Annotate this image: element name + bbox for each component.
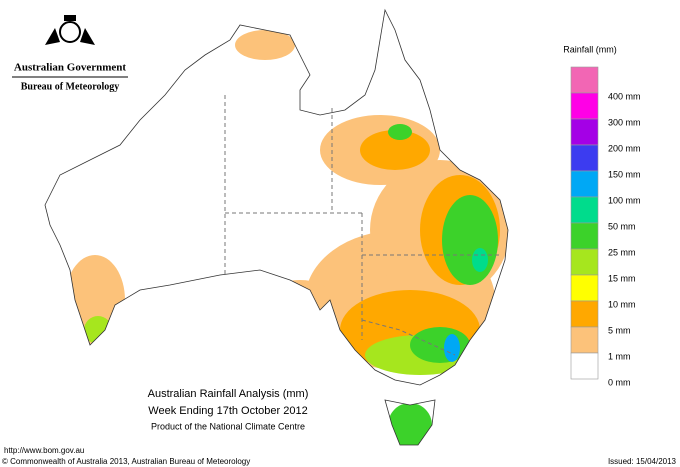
legend-swatch: [570, 170, 599, 198]
map-note: Product of the National Climate Centre: [151, 421, 305, 431]
legend-swatch: [570, 92, 599, 120]
legend-label: 100 mm: [608, 195, 641, 205]
legend-label: 15 mm: [608, 273, 636, 283]
rainfall-fill: [65, 30, 508, 445]
legend: 400 mm 300 mm 200 mm 150 mm 100 mm 50 mm 25 mm…: [570, 66, 641, 387]
legend-swatch: [570, 66, 599, 94]
footer-issued: Issued: 15/04/2013: [608, 457, 677, 466]
government-name: Australian Government: [14, 62, 126, 74]
legend-label: 0 mm: [608, 377, 631, 387]
map-subtitle: Week Ending 17th October 2012: [148, 405, 307, 417]
legend-swatch: [570, 274, 599, 302]
legend-title: Rainfall (mm): [563, 44, 617, 54]
map: [44, 9, 509, 446]
legend-label: 300 mm: [608, 117, 641, 127]
legend-label: 150 mm: [608, 169, 641, 179]
legend-label: 400 mm: [608, 91, 641, 101]
legend-swatch: [570, 118, 599, 146]
legend-swatch: [570, 144, 599, 172]
legend-swatch: [570, 222, 599, 250]
legend-label: 25 mm: [608, 247, 636, 257]
footer-copyright: © Commonwealth of Australia 2013, Austra…: [2, 457, 250, 466]
logo: [45, 15, 95, 45]
legend-label: 1 mm: [608, 351, 631, 361]
footer-url: http://www.bom.gov.au: [4, 446, 84, 455]
legend-label: 50 mm: [608, 221, 636, 231]
legend-label: 200 mm: [608, 143, 641, 153]
legend-swatch: [570, 248, 599, 276]
legend-swatch: [570, 196, 599, 224]
agency-name: Bureau of Meteorology: [21, 81, 120, 92]
legend-label: 10 mm: [608, 299, 636, 309]
legend-swatch: [570, 352, 599, 380]
legend-swatch: [570, 326, 599, 354]
legend-label: 5 mm: [608, 325, 631, 335]
map-title: Australian Rainfall Analysis (mm): [148, 388, 309, 400]
legend-swatch: [570, 300, 599, 328]
